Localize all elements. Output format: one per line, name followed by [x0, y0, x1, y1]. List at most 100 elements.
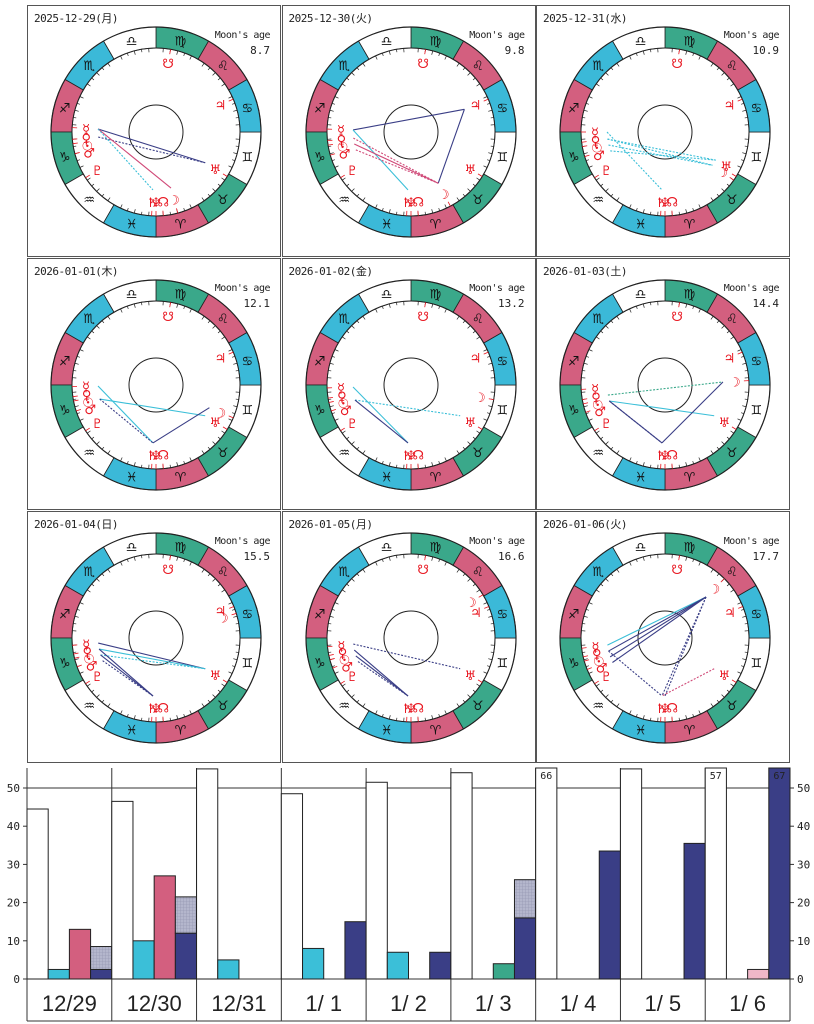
degree-tick	[698, 55, 701, 60]
degree-tick	[120, 561, 123, 566]
planet-tick	[72, 395, 78, 398]
degree-tick	[678, 717, 680, 721]
mars-icon: ♂	[84, 403, 96, 418]
aspect-line-mercury-saturn	[352, 129, 408, 191]
degree-tick	[395, 302, 397, 306]
capricorn-icon: ♑	[568, 403, 580, 418]
moon-icon: ☽	[729, 375, 741, 390]
sagittarius-icon: ♐	[568, 608, 580, 623]
degree-tick	[356, 446, 359, 450]
aspect-line-venus-moon	[608, 596, 707, 652]
libra-icon: ♎	[635, 288, 647, 303]
degree-tick	[169, 717, 171, 721]
planet-tick	[176, 208, 179, 214]
degree-tick	[742, 152, 747, 155]
degree-tick	[616, 703, 620, 708]
degree-tick	[331, 355, 335, 358]
degree-tick	[588, 165, 593, 168]
degree-tick	[486, 159, 490, 162]
jupiter-icon: ♃	[724, 352, 736, 367]
degree-tick	[233, 658, 238, 661]
degree-tick	[362, 568, 365, 573]
bar-navy	[90, 968, 113, 980]
degree-tick	[466, 694, 471, 698]
degree-tick	[642, 462, 645, 467]
neptune-icon: ♆	[150, 196, 162, 211]
degree-tick	[395, 464, 397, 468]
degree-tick	[744, 117, 748, 119]
bar-pink	[153, 875, 176, 980]
aspect-line-sun-uranus	[99, 398, 206, 417]
saturn-icon: ♄	[147, 449, 159, 464]
uranus-icon: ♅	[210, 416, 222, 431]
degree-tick	[207, 573, 211, 577]
degree-tick	[466, 72, 471, 76]
aspect-line-sun-uranus	[100, 654, 206, 670]
planet-tick	[737, 351, 743, 355]
degree-tick	[231, 412, 236, 415]
neptune-icon: ♆	[405, 196, 417, 211]
degree-tick	[443, 308, 447, 313]
degree-tick	[341, 336, 346, 340]
planet-tick	[74, 656, 80, 659]
degree-tick	[685, 50, 688, 55]
planet-tick	[72, 142, 78, 145]
degree-tick	[472, 330, 476, 334]
degree-tick	[350, 578, 355, 582]
pluto-icon: ♇	[600, 670, 612, 685]
bar-white	[111, 800, 134, 980]
category-label: 12/31	[211, 991, 266, 1016]
degree-tick	[327, 117, 331, 119]
libra-icon: ♎	[635, 35, 647, 50]
moon-icon: ☽	[215, 406, 227, 421]
degree-tick	[120, 204, 123, 209]
degree-tick	[582, 623, 586, 625]
category-label: 12/30	[127, 991, 182, 1016]
degree-tick	[356, 67, 359, 71]
degree-tick	[726, 436, 730, 440]
pisces-icon: ♓	[380, 723, 392, 738]
degree-tick	[341, 589, 346, 593]
aspect-line-mercury-saturn	[606, 131, 663, 191]
degree-tick	[212, 72, 216, 76]
degree-tick	[356, 573, 359, 577]
moon-icon: ☽	[474, 391, 486, 406]
degree-tick	[374, 308, 378, 313]
degree-tick	[141, 211, 143, 215]
moon-age-label: Moon's age	[723, 536, 780, 547]
degree-tick	[730, 683, 735, 687]
planet-tick	[477, 173, 482, 177]
degree-tick	[73, 651, 77, 653]
degree-tick	[235, 117, 239, 119]
sagittarius-icon: ♐	[313, 102, 325, 117]
aspect-line-sun-moon	[609, 596, 707, 658]
sun-icon: ☉	[81, 139, 93, 154]
planet-tick	[326, 645, 332, 648]
bar-white	[26, 808, 49, 980]
degree-tick	[487, 615, 492, 618]
venus-icon: ♀	[336, 133, 346, 148]
node-icon: ☊	[667, 702, 679, 717]
degree-tick	[169, 464, 171, 468]
bar-white	[365, 781, 388, 980]
south-node-icon: ☋	[417, 310, 429, 325]
degree-tick	[616, 315, 620, 320]
capricorn-icon: ♑	[313, 656, 325, 671]
jupiter-icon: ♃	[215, 352, 227, 367]
degree-tick	[487, 658, 492, 661]
degree-tick	[327, 651, 331, 653]
jupiter-icon: ♃	[470, 606, 482, 621]
chart-panel: ♈ ♉ ♊ ♋ ♌ ♍ ♎ ♏ ♐ ♑ ♒ ♓ ☽ ☿ ♀ ☉ ♂ ♇ ♃ ♅ ♄ ♆ ☊ ☋ 2026-01-03(土) Moo…	[536, 258, 790, 510]
degree-tick	[233, 152, 238, 155]
degree-tick	[107, 450, 111, 455]
aspect-line-sun-saturn	[355, 655, 408, 697]
moon-age-value: 17.7	[752, 550, 780, 563]
degree-tick	[730, 83, 735, 87]
degree-tick	[341, 430, 346, 434]
planet-tick	[731, 426, 737, 430]
degree-tick	[126, 558, 129, 563]
degree-tick	[183, 558, 186, 563]
gemini-icon: ♊	[496, 403, 508, 418]
y-tick-label-right: 40	[797, 820, 810, 833]
degree-tick	[217, 77, 221, 81]
